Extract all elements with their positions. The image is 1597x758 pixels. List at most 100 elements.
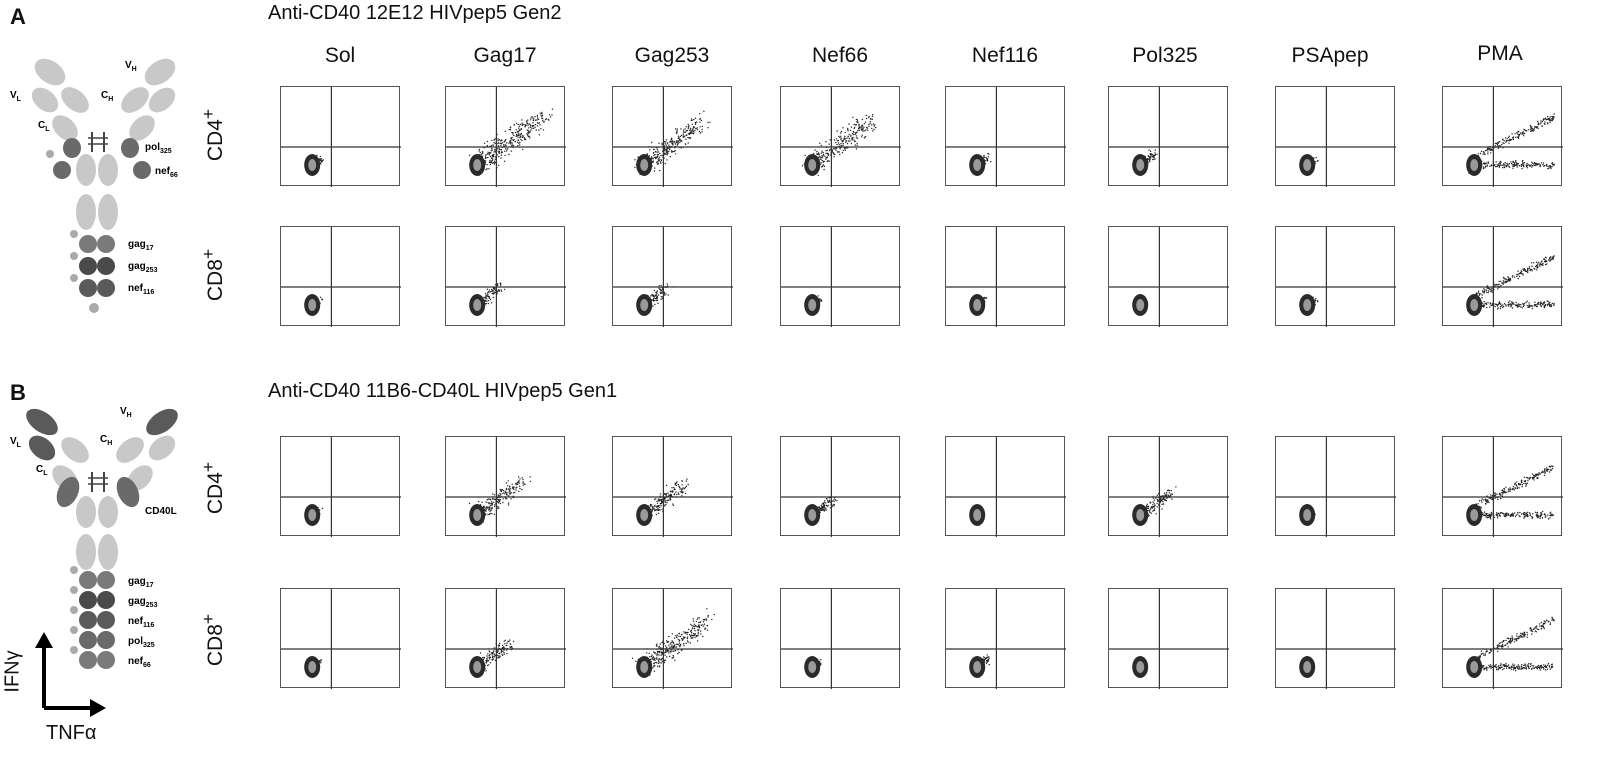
event-dot [865,114,867,117]
event-dot [1531,129,1533,131]
event-dot [517,481,520,483]
event-dot [672,504,675,507]
event-dot [489,505,492,507]
flow-plot-a-cd4-nef66 [780,86,901,187]
event-dot [1545,164,1548,167]
event-dot [1507,164,1509,166]
event-dot [1508,135,1510,137]
event-dot [1507,301,1510,304]
event-dot [1553,113,1555,115]
event-dot [804,154,806,157]
event-dot [1540,162,1543,164]
event-dot [534,119,537,121]
event-dot [508,128,510,131]
axis-arrows [35,632,106,717]
event-dot [1546,122,1549,124]
event-dot [814,149,816,151]
event-dot [1506,165,1508,167]
event-dot [657,302,659,304]
event-dot [510,492,512,494]
event-dot [521,119,523,121]
event-dot [487,498,489,500]
event-dot [506,498,508,500]
event-dot [1526,304,1528,307]
event-dot [469,154,471,156]
event-dot [468,502,471,504]
event-dot [651,157,653,159]
event-dot [667,294,669,296]
event-dot [680,134,683,137]
event-dot [512,486,514,488]
event-dot [664,500,666,502]
event-dot [516,483,519,485]
event-dot [481,152,484,154]
event-dot [515,122,518,124]
event-dot [700,119,703,122]
event-dot [665,484,668,487]
event-dot [498,507,500,509]
event-dot [1541,263,1543,265]
event-dot [856,137,859,139]
event-dot [1536,163,1538,165]
event-dot [526,133,528,135]
event-dot [1510,306,1512,308]
event-dot [508,492,510,494]
event-dot [658,509,660,511]
event-dot [493,151,495,153]
event-dot [862,130,864,132]
event-dot [514,491,516,494]
event-dot [682,136,685,138]
event-dot [1515,136,1517,138]
event-dot [855,137,857,139]
event-dot [834,499,837,501]
event-dot [1528,302,1530,304]
event-dot [512,492,515,494]
event-dot [491,162,494,164]
event-dot [691,132,693,134]
event-dot [1551,256,1554,258]
event-dot [1503,142,1505,144]
event-dot [1526,167,1528,169]
event-dot [666,500,668,502]
event-dot [501,493,503,495]
event-dot [665,293,667,295]
event-dot [666,502,668,504]
event-dot [855,118,858,121]
flow-plot-a-cd4-nef116 [945,86,1066,187]
population-core-center [1303,299,1312,311]
event-dot [485,302,487,305]
event-dot [1508,277,1510,279]
event-dot [487,295,490,298]
event-dot [1517,270,1519,272]
event-dot [658,287,660,289]
event-dot [534,126,536,129]
event-dot [1522,159,1524,162]
event-dot [689,129,691,131]
event-dot [1547,116,1549,118]
event-dot [1524,129,1526,131]
event-dot [684,135,686,137]
event-dot [507,148,509,150]
event-dot [1516,136,1518,138]
event-dot [518,490,520,493]
event-dot [842,139,845,141]
event-dot [1512,160,1514,163]
event-dot [493,505,496,508]
event-dot [1510,161,1512,163]
event-dot [1514,133,1516,135]
event-dot [838,135,840,138]
event-dot [521,136,524,139]
event-dot [486,298,488,300]
event-dot [657,512,660,514]
event-dot [1151,155,1153,158]
event-dot [693,132,695,134]
event-dot [1531,305,1534,307]
flow-plot-a-cd8-psapep [1275,226,1396,327]
event-dot [659,493,662,495]
event-dot [486,295,489,297]
event-dot [485,501,487,503]
event-dot [1483,304,1485,307]
event-dot [686,129,689,132]
event-dot [520,128,522,131]
event-dot [816,150,818,153]
